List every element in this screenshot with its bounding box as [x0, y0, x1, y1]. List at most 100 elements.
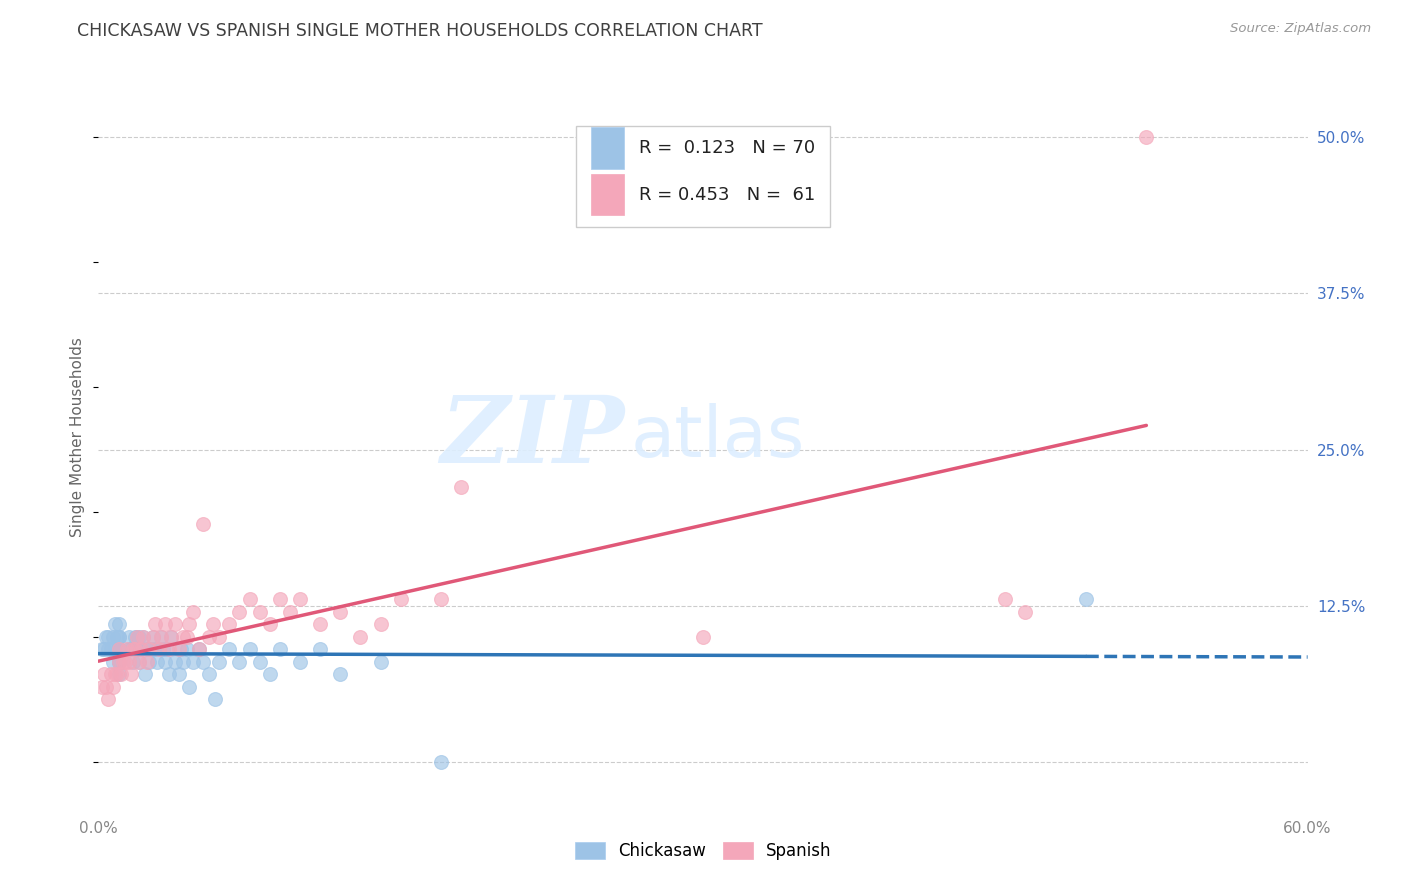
- Point: [259, 667, 281, 681]
- Point: [143, 642, 166, 657]
- Point: [125, 630, 148, 644]
- Point: [309, 642, 332, 657]
- Point: [172, 655, 194, 669]
- Point: [218, 642, 240, 657]
- Point: [120, 667, 142, 681]
- Point: [239, 592, 262, 607]
- Text: atlas: atlas: [630, 402, 804, 472]
- Point: [157, 642, 180, 657]
- Point: [288, 592, 311, 607]
- Point: [96, 630, 118, 644]
- Point: [450, 480, 472, 494]
- Point: [218, 617, 240, 632]
- Point: [91, 642, 114, 657]
- Point: [269, 642, 291, 657]
- Point: [156, 642, 179, 657]
- Point: [188, 642, 211, 657]
- FancyBboxPatch shape: [591, 128, 624, 169]
- Point: [176, 630, 198, 644]
- Point: [153, 617, 176, 632]
- Point: [100, 667, 122, 681]
- Point: [1014, 605, 1036, 619]
- Point: [107, 617, 129, 632]
- Point: [198, 667, 221, 681]
- Text: CHICKASAW VS SPANISH SINGLE MOTHER HOUSEHOLDS CORRELATION CHART: CHICKASAW VS SPANISH SINGLE MOTHER HOUSE…: [77, 22, 763, 40]
- Point: [278, 605, 301, 619]
- Point: [430, 755, 453, 769]
- Text: R =  0.123   N = 70: R = 0.123 N = 70: [638, 139, 815, 157]
- Y-axis label: Single Mother Households: Single Mother Households: [70, 337, 86, 537]
- Point: [129, 642, 152, 657]
- Point: [93, 667, 115, 681]
- Point: [114, 655, 136, 669]
- Point: [128, 630, 150, 644]
- Point: [115, 642, 138, 657]
- Point: [228, 605, 250, 619]
- Point: [249, 605, 271, 619]
- Point: [118, 630, 141, 644]
- Point: [100, 642, 122, 657]
- Point: [309, 617, 332, 632]
- Text: ZIP: ZIP: [440, 392, 624, 482]
- Point: [128, 655, 150, 669]
- Point: [107, 630, 129, 644]
- Point: [176, 642, 198, 657]
- Point: [128, 655, 150, 669]
- Point: [228, 655, 250, 669]
- Point: [329, 667, 352, 681]
- Point: [135, 642, 157, 657]
- Point: [93, 642, 115, 657]
- Point: [107, 642, 129, 657]
- Point: [105, 630, 128, 644]
- Point: [208, 630, 231, 644]
- Point: [160, 630, 183, 644]
- Point: [149, 630, 172, 644]
- Point: [202, 617, 225, 632]
- Point: [170, 642, 193, 657]
- Point: [121, 655, 143, 669]
- Point: [134, 667, 156, 681]
- Point: [167, 642, 190, 657]
- Point: [167, 667, 190, 681]
- Point: [128, 642, 150, 657]
- Point: [103, 617, 125, 632]
- Point: [101, 680, 124, 694]
- Point: [208, 655, 231, 669]
- Point: [157, 667, 180, 681]
- Point: [124, 630, 146, 644]
- Point: [179, 617, 201, 632]
- Point: [193, 517, 215, 532]
- Point: [121, 642, 143, 657]
- Point: [692, 630, 714, 644]
- Point: [125, 630, 148, 644]
- Point: [146, 655, 169, 669]
- Point: [349, 630, 371, 644]
- Point: [124, 642, 146, 657]
- Point: [163, 617, 186, 632]
- Point: [370, 655, 392, 669]
- Point: [107, 642, 129, 657]
- Point: [107, 630, 129, 644]
- Point: [179, 680, 201, 694]
- Point: [120, 642, 142, 657]
- Point: [129, 642, 152, 657]
- Point: [107, 655, 129, 669]
- Point: [181, 605, 204, 619]
- Point: [132, 630, 155, 644]
- Point: [125, 642, 148, 657]
- Text: R = 0.453   N =  61: R = 0.453 N = 61: [638, 186, 815, 203]
- Point: [107, 655, 129, 669]
- Point: [288, 655, 311, 669]
- Point: [370, 617, 392, 632]
- Point: [138, 642, 160, 657]
- Point: [198, 630, 221, 644]
- Point: [181, 655, 204, 669]
- Point: [204, 692, 226, 706]
- Point: [149, 630, 172, 644]
- Point: [193, 655, 215, 669]
- Point: [172, 630, 194, 644]
- Point: [160, 630, 183, 644]
- Point: [152, 642, 174, 657]
- Point: [111, 655, 134, 669]
- Point: [103, 667, 125, 681]
